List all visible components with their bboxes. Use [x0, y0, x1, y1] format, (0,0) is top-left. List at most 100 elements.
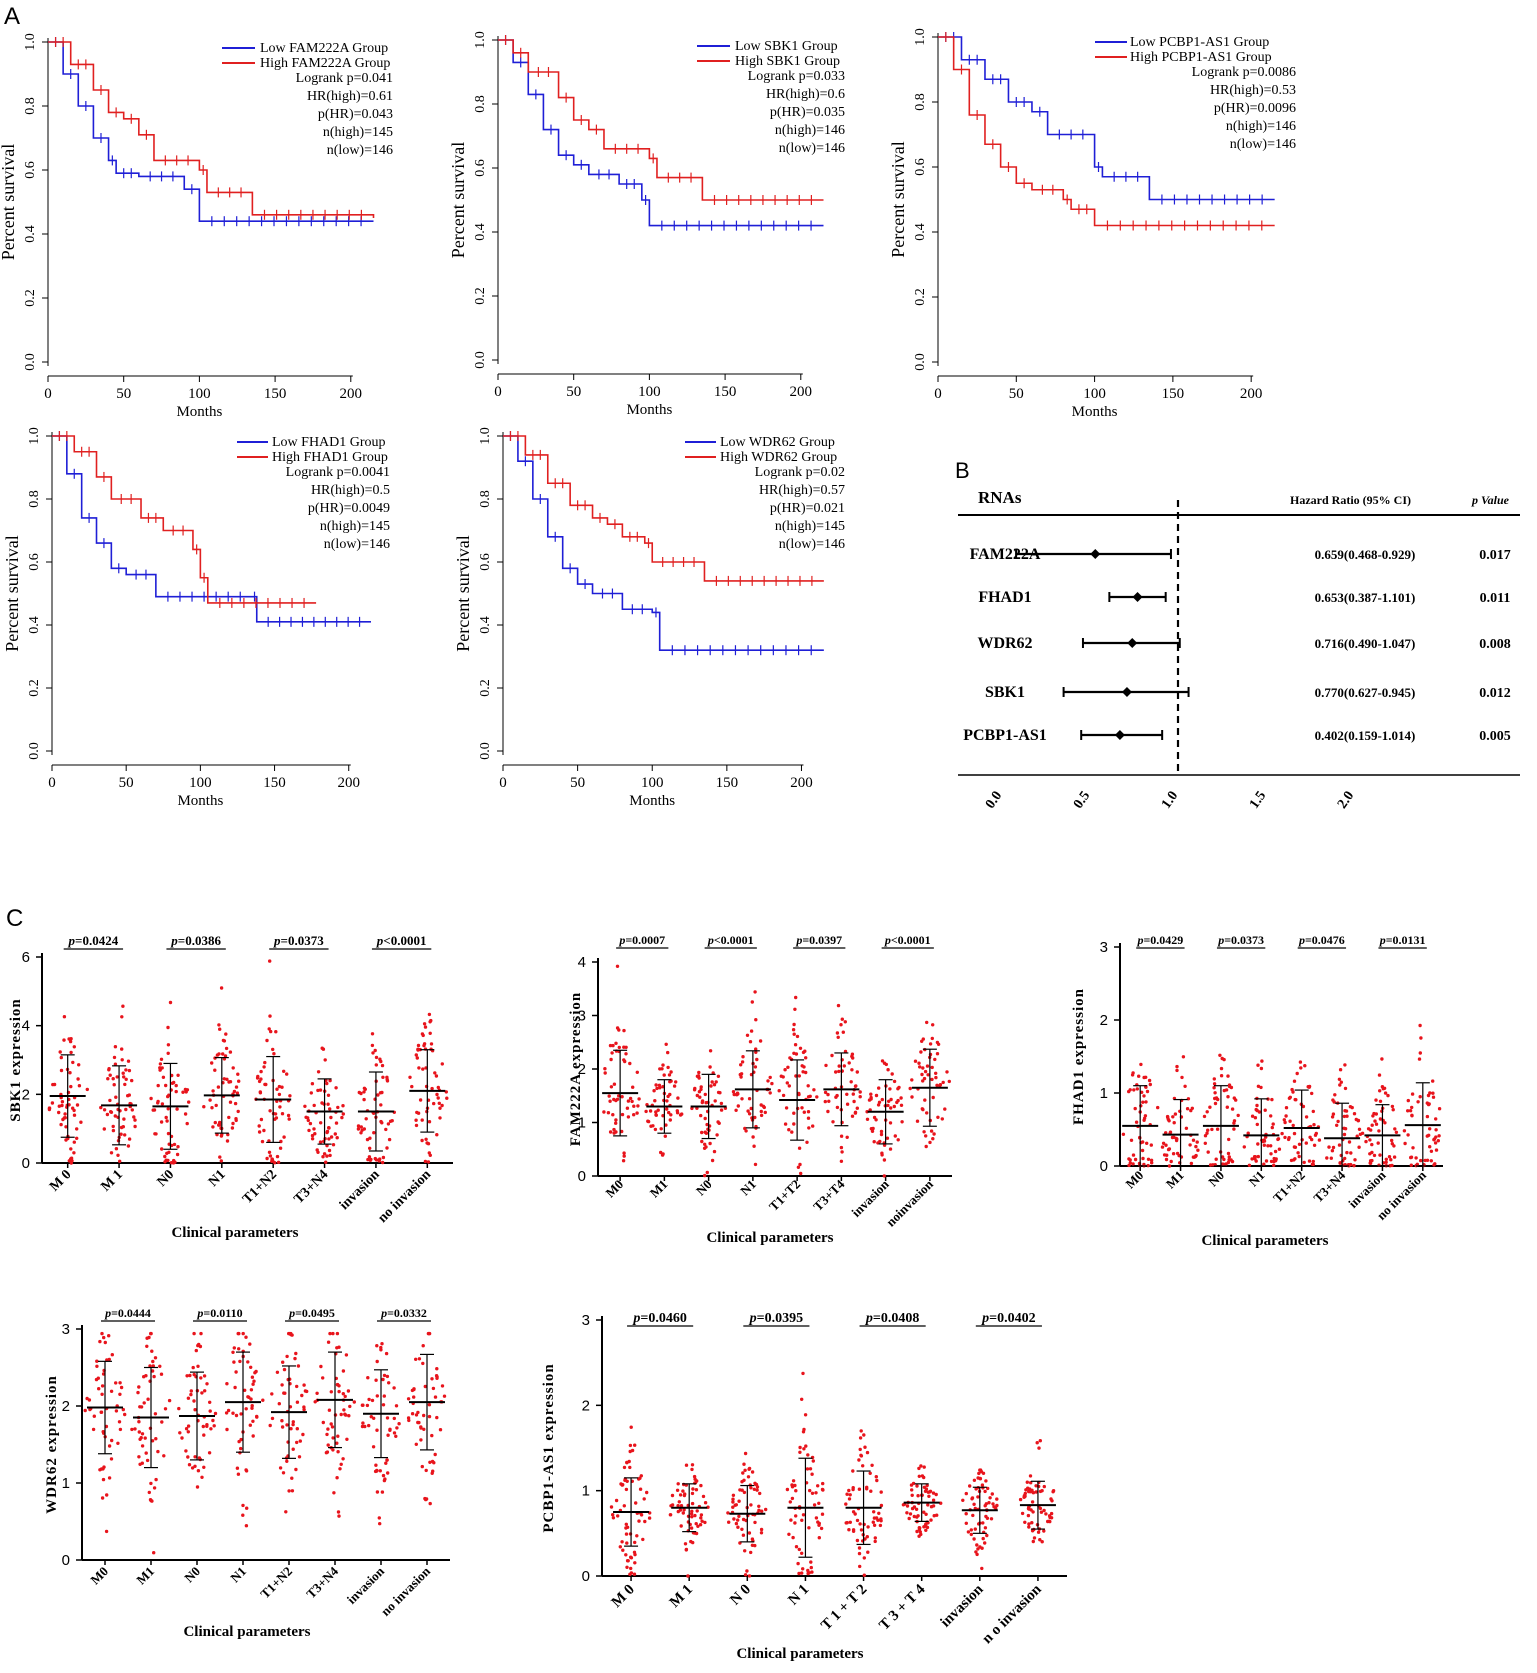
data-point	[172, 1142, 177, 1147]
data-point	[154, 1437, 158, 1441]
y-axis-title: Percent survival	[453, 535, 473, 651]
data-point	[1147, 1078, 1152, 1083]
data-point	[704, 1101, 708, 1105]
data-point	[224, 1032, 228, 1036]
data-point	[1378, 1117, 1383, 1121]
data-point	[233, 1385, 237, 1390]
y-tick-label: 4	[578, 954, 586, 971]
data-point	[316, 1070, 321, 1074]
data-point	[269, 1029, 273, 1034]
data-point	[839, 1159, 844, 1164]
data-point	[777, 1089, 781, 1093]
data-point	[800, 1106, 804, 1110]
data-point	[798, 1162, 802, 1167]
km-plot-pcbp1-as1: 0.00.20.40.60.81.00 50 100 150 200MonthsPerc…	[888, 28, 1296, 420]
data-point	[790, 1130, 794, 1134]
data-point	[1337, 1077, 1342, 1082]
data-point	[630, 1099, 634, 1104]
data-point	[910, 1506, 915, 1511]
data-point	[961, 1498, 965, 1503]
data-point	[201, 1424, 205, 1429]
data-point	[905, 1504, 910, 1508]
data-point	[280, 1085, 284, 1089]
data-point	[1226, 1095, 1230, 1099]
data-point	[783, 1068, 787, 1072]
forest-tick-label: 1.5	[1247, 789, 1269, 812]
data-point	[225, 1427, 229, 1432]
data-point	[974, 1550, 978, 1554]
data-point	[1144, 1100, 1148, 1104]
data-point	[1227, 1137, 1231, 1142]
category-label: T 3 + T 4	[876, 1581, 928, 1633]
data-point	[159, 1120, 164, 1124]
data-point	[430, 1086, 434, 1091]
data-point	[397, 1422, 401, 1426]
data-point	[228, 1050, 233, 1054]
data-point	[123, 1133, 127, 1137]
data-point	[708, 1141, 712, 1146]
data-point	[663, 1134, 667, 1138]
data-point	[1370, 1123, 1374, 1127]
legend-label: High FHAD1 Group	[272, 450, 388, 465]
data-point	[50, 1101, 55, 1105]
data-point	[153, 1412, 158, 1416]
data-point	[1181, 1055, 1186, 1059]
data-point	[416, 1043, 421, 1048]
low-group-curve	[503, 435, 824, 651]
data-point	[793, 1007, 797, 1011]
data-point	[230, 1126, 235, 1130]
data-point	[301, 1432, 305, 1437]
p-value-label: p=0.0429	[1136, 933, 1183, 947]
y-tick-label: 0.2	[913, 288, 928, 306]
data-point	[290, 1476, 294, 1480]
forest-tick-label: 2.0	[1335, 789, 1357, 812]
data-point	[388, 1428, 392, 1433]
data-point	[620, 1129, 624, 1134]
data-point	[1390, 1142, 1395, 1146]
data-point	[843, 1020, 847, 1024]
data-point	[858, 1095, 862, 1099]
data-point	[1284, 1114, 1288, 1118]
data-point	[920, 1474, 925, 1478]
data-point	[768, 1075, 772, 1080]
data-point	[624, 1052, 628, 1056]
data-point	[111, 1077, 115, 1081]
data-point	[1242, 1145, 1247, 1149]
category-label: N 1	[785, 1582, 812, 1609]
y-axis-title: Percent survival	[2, 535, 22, 651]
data-point	[916, 1494, 920, 1498]
category-label: noinvasion	[883, 1176, 937, 1230]
forest-hr-point	[1127, 638, 1138, 648]
data-point	[235, 1091, 240, 1095]
data-point	[703, 1092, 707, 1097]
data-point	[1027, 1525, 1031, 1529]
data-point	[624, 1487, 629, 1492]
data-point	[1038, 1506, 1043, 1511]
y-tick-label: 0.8	[478, 490, 493, 508]
data-point	[58, 1050, 62, 1054]
y-tick-label: 0.4	[478, 616, 493, 634]
data-point	[812, 1503, 817, 1507]
data-point	[47, 1107, 52, 1112]
data-point	[325, 1432, 329, 1437]
data-point	[919, 1050, 923, 1054]
data-point	[747, 1574, 752, 1578]
data-point	[1329, 1156, 1334, 1160]
data-point	[326, 1443, 330, 1447]
data-point	[969, 1528, 973, 1532]
high-group-curve	[48, 41, 375, 218]
data-point	[1406, 1133, 1410, 1137]
data-point	[749, 1029, 754, 1033]
data-point	[180, 1436, 184, 1440]
p-value-label: p<0.0001	[707, 933, 754, 947]
data-point	[321, 1047, 326, 1051]
data-point	[133, 1427, 137, 1431]
data-point	[369, 1415, 373, 1419]
y-axis-title: PCBP1-AS1 expression	[541, 1363, 557, 1532]
data-point	[109, 1389, 114, 1394]
data-point	[219, 1159, 223, 1163]
data-point	[1146, 1157, 1151, 1162]
data-point	[664, 1123, 668, 1127]
data-point	[880, 1059, 885, 1063]
data-point	[980, 1483, 985, 1487]
